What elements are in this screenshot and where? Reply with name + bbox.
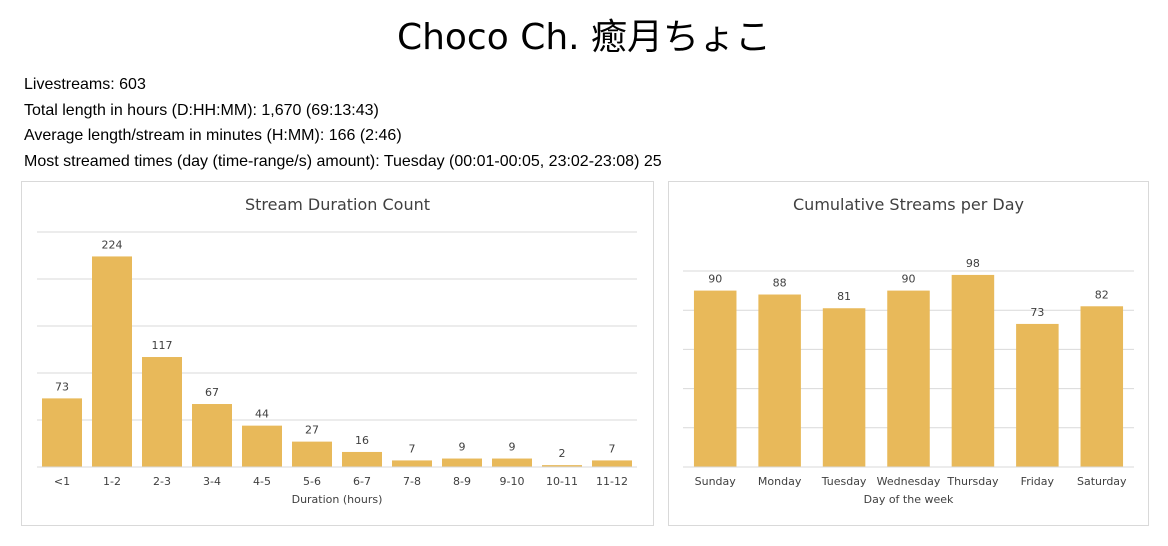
- x-tick-label: 6-7: [353, 475, 371, 488]
- page-title: Choco Ch. 癒月ちょこ: [0, 8, 1168, 60]
- most-streamed-stat: Most streamed times (day (time-range/s) …: [24, 149, 662, 175]
- bar: [42, 398, 82, 467]
- x-tick-label: 9-10: [500, 475, 525, 488]
- bar: [92, 256, 132, 467]
- x-axis-label: Day of the week: [864, 493, 954, 506]
- chart-title: Stream Duration Count: [245, 195, 430, 214]
- bar: [887, 291, 930, 467]
- data-label: 7: [609, 442, 616, 455]
- total-length-stat: Total length in hours (D:HH:MM): 1,670 (…: [24, 98, 662, 124]
- x-tick-label: 2-3: [153, 475, 171, 488]
- data-label: 27: [305, 424, 319, 437]
- data-label: 82: [1095, 288, 1109, 301]
- x-tick-label: Thursday: [946, 475, 999, 488]
- data-label: 9: [459, 441, 466, 454]
- x-tick-label: Saturday: [1077, 475, 1127, 488]
- bar: [952, 275, 995, 467]
- bar: [292, 442, 332, 467]
- duration-chart: 73<12241-21172-3673-4444-5275-6166-777-8…: [22, 182, 653, 525]
- bar: [758, 295, 801, 467]
- data-label: 224: [102, 238, 123, 251]
- data-label: 7: [409, 442, 416, 455]
- duration-chart-panel: 73 <1 224 1-2 117 2-3 67 3-4 44 4-5 27 5-6 16 6-7 7 7-8…: [21, 181, 654, 526]
- bar: [442, 459, 482, 467]
- chart-title: Cumulative Streams per Day: [793, 195, 1024, 214]
- data-label: 67: [205, 386, 219, 399]
- bar: [592, 460, 632, 467]
- data-label: 73: [1030, 306, 1044, 319]
- x-tick-label: 7-8: [403, 475, 421, 488]
- x-tick-label: Monday: [758, 475, 802, 488]
- data-label: 88: [773, 277, 787, 290]
- x-tick-label: Wednesday: [877, 475, 941, 488]
- average-length-stat: Average length/stream in minutes (H:MM):…: [24, 123, 662, 149]
- data-label: 90: [902, 273, 916, 286]
- x-tick-label: <1: [54, 475, 70, 488]
- x-tick-label: Friday: [1021, 475, 1055, 488]
- x-tick-label: 1-2: [103, 475, 121, 488]
- x-tick-label: 5-6: [303, 475, 321, 488]
- bar: [1081, 306, 1124, 467]
- stats-block: Livestreams: 603 Total length in hours (…: [24, 72, 662, 174]
- x-axis-label: Duration (hours): [292, 493, 383, 506]
- bar: [492, 459, 532, 467]
- x-tick-label: 8-9: [453, 475, 471, 488]
- bar: [823, 308, 866, 467]
- livestreams-stat: Livestreams: 603: [24, 72, 662, 98]
- weekday-chart-panel: 90 Sunday 88 Monday 81 Tuesday 90 Wednesday 98 Th…: [668, 181, 1149, 526]
- x-tick-label: 4-5: [253, 475, 271, 488]
- bar: [192, 404, 232, 467]
- bar: [694, 291, 737, 467]
- x-tick-label: 3-4: [203, 475, 221, 488]
- bar: [1016, 324, 1059, 467]
- x-tick-label: Sunday: [695, 475, 737, 488]
- bar: [342, 452, 382, 467]
- bar: [392, 460, 432, 467]
- data-label: 90: [708, 273, 722, 286]
- x-tick-label: Tuesday: [821, 475, 867, 488]
- data-label: 9: [509, 441, 516, 454]
- data-label: 73: [55, 380, 69, 393]
- x-tick-label: 10-11: [546, 475, 578, 488]
- bar: [242, 426, 282, 467]
- weekday-chart: 90 Sunday 88 Monday 81 Tuesday 90 Wednesday 98 Th…: [669, 182, 1148, 525]
- data-label: 81: [837, 290, 851, 303]
- data-label: 98: [966, 257, 980, 270]
- bar: [142, 357, 182, 467]
- data-label: 44: [255, 408, 269, 421]
- data-label: 16: [355, 434, 369, 447]
- x-tick-label: 11-12: [596, 475, 628, 488]
- data-label: 2: [559, 447, 566, 460]
- data-label: 117: [152, 339, 173, 352]
